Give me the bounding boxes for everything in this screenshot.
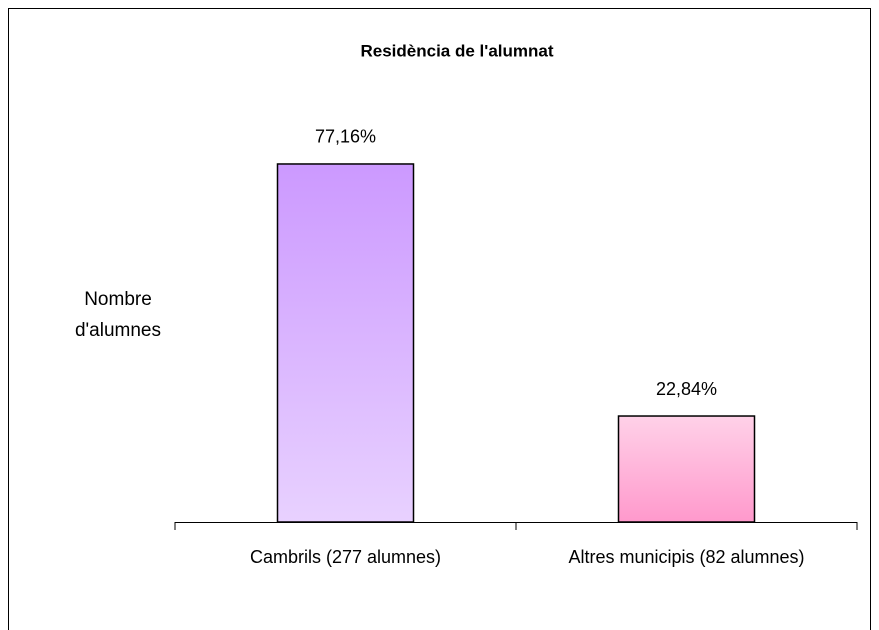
chart-border	[8, 8, 871, 630]
x-tick-label: Altres municipis (82 alumnes)	[568, 547, 804, 567]
bar	[276, 163, 415, 523]
bar	[617, 415, 756, 523]
data-label: 22,84%	[656, 379, 717, 399]
chart-title: Residència de l'alumnat	[361, 41, 554, 60]
y-axis-title: Nombre d'alumnes	[74, 289, 161, 341]
data-label: 77,16%	[315, 127, 376, 147]
x-tick-label: Cambrils (277 alumnes)	[250, 547, 441, 567]
